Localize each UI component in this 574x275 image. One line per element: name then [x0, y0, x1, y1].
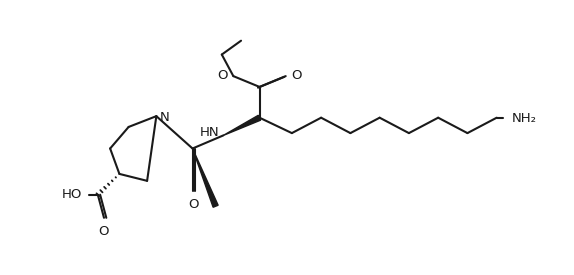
Text: HO: HO: [61, 188, 82, 201]
Text: O: O: [98, 225, 108, 238]
Polygon shape: [192, 148, 218, 207]
Text: NH₂: NH₂: [512, 112, 537, 125]
Text: N: N: [160, 111, 170, 124]
Text: O: O: [291, 69, 301, 82]
Text: O: O: [218, 69, 228, 82]
Text: HN: HN: [200, 126, 219, 139]
Text: O: O: [188, 198, 199, 211]
Polygon shape: [223, 115, 261, 135]
